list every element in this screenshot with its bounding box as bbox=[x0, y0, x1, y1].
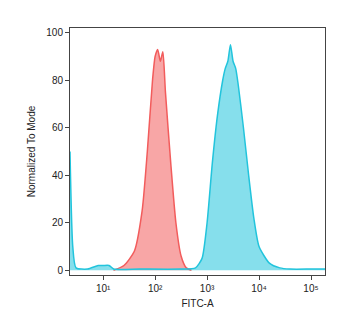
svg-text:60: 60 bbox=[52, 122, 64, 133]
svg-text:100: 100 bbox=[46, 27, 63, 38]
svg-text:10¹: 10¹ bbox=[96, 283, 111, 294]
svg-text:10³: 10³ bbox=[200, 283, 215, 294]
svg-text:10⁵: 10⁵ bbox=[303, 283, 318, 294]
svg-text:20: 20 bbox=[52, 217, 64, 228]
svg-text:10⁴: 10⁴ bbox=[251, 283, 266, 294]
svg-text:80: 80 bbox=[52, 75, 64, 86]
svg-text:10²: 10² bbox=[148, 283, 163, 294]
svg-text:0: 0 bbox=[57, 265, 63, 276]
svg-text:Normalized To Mode: Normalized To Mode bbox=[26, 105, 37, 197]
svg-text:40: 40 bbox=[52, 170, 64, 181]
svg-text:FITC-A: FITC-A bbox=[181, 298, 214, 309]
